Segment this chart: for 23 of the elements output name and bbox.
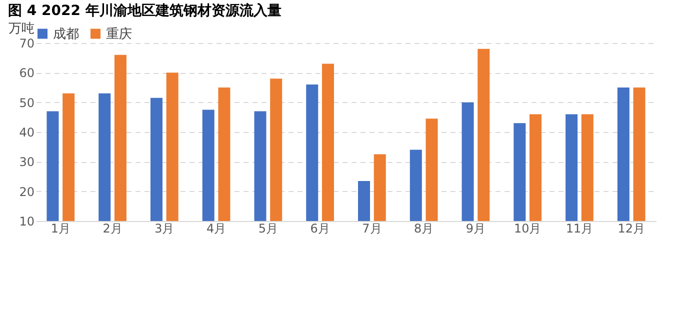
x-tick-label: 7月 bbox=[362, 222, 382, 236]
x-tick-label: 2月 bbox=[102, 222, 122, 236]
y-tick-label: 40 bbox=[19, 126, 34, 140]
x-tick-label: 11月 bbox=[566, 222, 594, 236]
y-tick-label: 70 bbox=[19, 36, 34, 50]
y-tick-label: 10 bbox=[19, 214, 34, 228]
x-tick-label: 6月 bbox=[310, 222, 330, 236]
legend-label: 重庆 bbox=[106, 26, 132, 42]
y-tick-label: 50 bbox=[19, 96, 34, 110]
legend-label: 成都 bbox=[53, 26, 79, 42]
x-tick-label: 3月 bbox=[154, 222, 174, 236]
y-axis-title: 万吨 bbox=[8, 22, 34, 36]
y-tick-label: 60 bbox=[19, 66, 34, 80]
x-tick-label: 12月 bbox=[618, 222, 645, 236]
y-tick-label: 30 bbox=[19, 155, 34, 170]
x-tick-label: 4月 bbox=[206, 222, 226, 236]
x-tick-label: 5月 bbox=[258, 222, 278, 236]
y-tick-label: 20 bbox=[19, 184, 34, 199]
x-tick-label: 10月 bbox=[514, 222, 542, 236]
x-tick-label: 8月 bbox=[414, 222, 434, 236]
x-tick-label: 1月 bbox=[50, 222, 70, 236]
x-tick-label: 9月 bbox=[466, 222, 486, 236]
chart-title: 图 4 2022 年川渝地区建筑钢材资源流入量 bbox=[8, 2, 282, 19]
